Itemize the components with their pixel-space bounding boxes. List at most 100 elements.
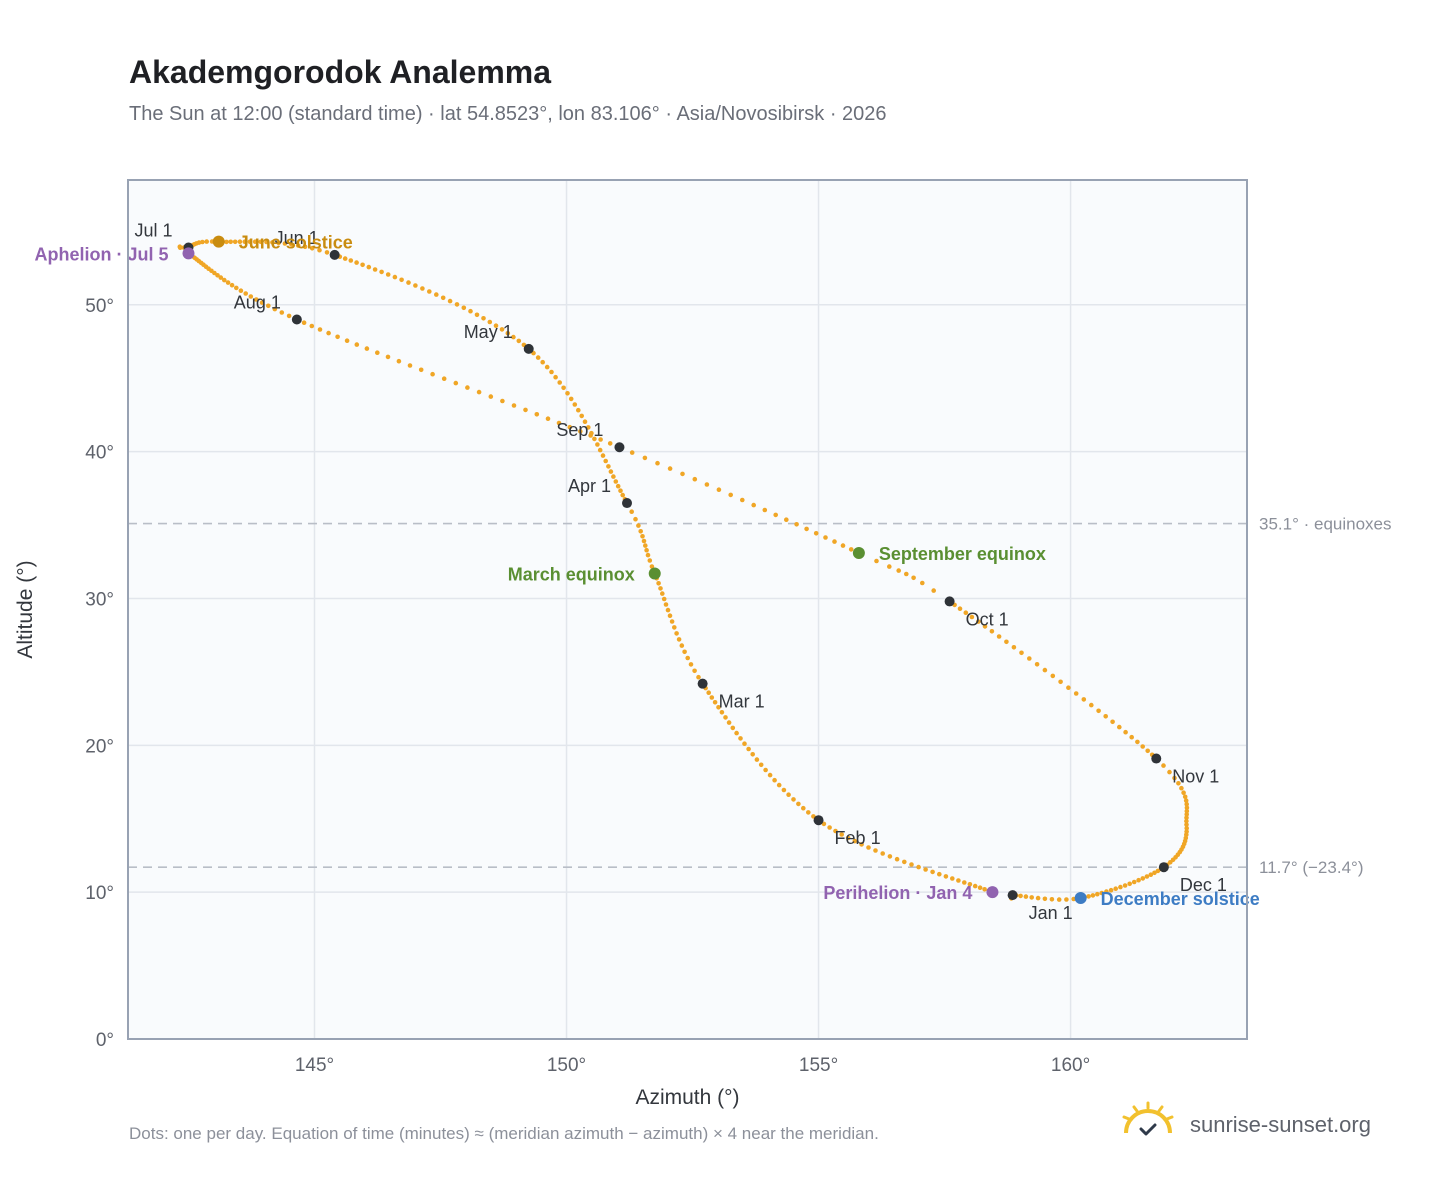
month-marker-label: May 1 — [464, 322, 513, 342]
day-dot — [434, 292, 439, 297]
brand-logo[interactable]: sunrise-sunset.org — [1120, 1100, 1420, 1146]
day-dot — [1104, 889, 1109, 894]
day-dot — [776, 782, 782, 788]
day-dot — [258, 239, 264, 245]
day-dot — [545, 416, 551, 422]
day-dot — [640, 534, 645, 539]
day-dot — [1073, 691, 1079, 696]
day-dot — [295, 243, 301, 248]
day-dot — [420, 286, 425, 291]
day-dot — [511, 403, 517, 408]
day-dot — [317, 327, 323, 332]
day-dot — [661, 596, 667, 602]
day-dot — [1090, 893, 1096, 898]
day-dot — [1144, 874, 1150, 879]
day-dot — [611, 474, 616, 479]
day-dot — [544, 364, 550, 370]
day-dot — [688, 662, 694, 667]
day-dot — [642, 455, 648, 461]
day-dot — [1161, 763, 1166, 768]
day-dot — [781, 787, 787, 793]
chart-title: Akademgorodok Analemma — [129, 54, 552, 90]
day-dot — [658, 586, 663, 591]
day-dot — [549, 369, 554, 375]
y-tick-label: 0° — [96, 1030, 114, 1051]
day-dot — [476, 389, 482, 395]
day-dot — [866, 845, 871, 850]
month-marker-dot — [291, 314, 302, 325]
month-marker-label: Aug 1 — [234, 292, 281, 312]
day-dot — [738, 736, 743, 741]
month-marker-label: Dec 1 — [1180, 875, 1227, 895]
day-dot — [324, 250, 330, 255]
month-marker-label: Jan 1 — [1029, 903, 1073, 923]
day-dot — [561, 385, 566, 391]
day-dot — [582, 419, 588, 425]
day-dot — [317, 247, 322, 253]
month-marker-label: Oct 1 — [966, 609, 1009, 629]
day-dot — [348, 258, 354, 263]
event-label: December solstice — [1101, 889, 1260, 909]
day-dot — [253, 297, 259, 302]
day-dot — [557, 380, 562, 385]
day-dot — [218, 275, 224, 280]
day-dot — [976, 619, 981, 624]
day-dot — [474, 312, 480, 318]
day-dot — [523, 407, 528, 413]
day-dot — [796, 801, 801, 807]
day-dot — [1108, 887, 1114, 893]
day-dot — [649, 564, 655, 569]
day-dot — [647, 558, 653, 563]
day-dot — [1029, 895, 1034, 900]
day-dot — [406, 280, 411, 285]
day-dot — [1095, 891, 1100, 897]
day-dot — [553, 374, 558, 380]
day-dot — [440, 295, 446, 301]
day-dot — [224, 239, 229, 245]
day-dot — [762, 507, 768, 513]
day-dot — [600, 453, 606, 458]
day-dot — [726, 720, 732, 725]
day-dot — [969, 614, 975, 620]
day-dot — [598, 437, 603, 442]
month-marker-label: Apr 1 — [568, 476, 611, 496]
day-dot — [276, 240, 281, 246]
day-dot — [505, 330, 511, 336]
day-dot — [719, 710, 725, 715]
day-dot — [1096, 708, 1101, 714]
day-dot — [1179, 785, 1184, 791]
month-marker-dot — [1007, 890, 1018, 901]
axes: 145° 150° 155° 160° 0° 10° 20° 30° 40° 50° Azimuth… — [14, 179, 1248, 1109]
day-dot — [177, 245, 183, 250]
day-dot — [730, 725, 736, 731]
month-marker-label: Sep 1 — [556, 420, 603, 440]
day-dot — [279, 310, 285, 315]
day-dot — [712, 700, 718, 705]
day-dot — [465, 385, 470, 390]
day-dot — [302, 244, 308, 250]
day-dot — [364, 346, 370, 351]
day-dot — [385, 272, 391, 277]
day-dot — [1168, 860, 1173, 865]
month-marker-dot — [944, 596, 955, 607]
day-dot — [873, 848, 878, 853]
day-dot — [237, 239, 243, 244]
day-dot — [845, 835, 851, 841]
day-dot — [950, 876, 955, 881]
day-dot — [644, 547, 649, 553]
day-dot — [904, 571, 909, 577]
day-dot — [1172, 775, 1177, 781]
day-dot — [1110, 719, 1115, 725]
sun-logo-icon — [1122, 1101, 1174, 1136]
day-dot — [379, 269, 384, 275]
month-marker-label: Nov 1 — [1172, 767, 1219, 787]
month-marker-label: Jun 1 — [275, 228, 319, 248]
day-dot — [372, 267, 378, 272]
day-dot — [461, 305, 467, 311]
x-axis-title: Azimuth (°) — [635, 1086, 739, 1109]
day-dot — [1184, 825, 1189, 831]
day-dot — [943, 874, 949, 879]
day-dot — [806, 810, 811, 815]
day-dot — [1184, 822, 1189, 827]
